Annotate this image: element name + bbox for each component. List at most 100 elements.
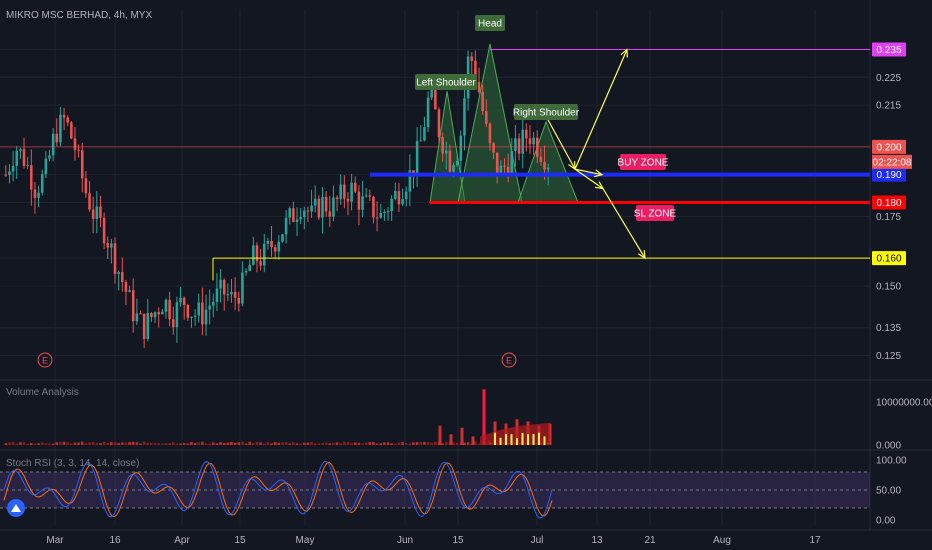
volume-highlight-bar [510,434,513,445]
volume-bar [452,442,455,445]
y-tick-label: 0.135 [876,323,901,334]
volume-bar [383,442,386,445]
candle-body [179,297,182,303]
volume-bar [299,443,302,445]
candle-body [495,152,499,177]
volume-bar [474,441,477,445]
volume-bar [317,443,321,445]
volume-bar [179,443,182,445]
volume-bar [419,442,423,445]
volume-bar [368,441,372,445]
y-tick-label: 0.175 [876,212,901,223]
candle-body [372,196,375,218]
candle-body [514,138,517,151]
volume-bar [426,442,430,445]
candle-body [62,114,66,118]
volume-bar [423,441,426,445]
volume-bar [277,442,281,445]
left-shoulder-label-box [415,74,477,90]
candle-body [171,319,175,328]
rsi-tick-label: 50.00 [876,486,901,497]
volume-bar [215,443,219,445]
candle-body [499,165,503,177]
candle-body [219,279,222,289]
volume-bar [244,443,248,445]
volume-pane-title: Volume Analysis [6,387,79,398]
volume-bar [466,442,470,445]
head-label-box [475,15,505,31]
volume-bar [303,442,306,445]
volume-bar [62,441,66,445]
volume-highlight-bar [538,432,540,445]
sl-zone-label: SL ZONE [634,209,677,220]
volume-bar [222,442,226,445]
volume-tick-label: 0.000 [876,441,901,452]
sl-zone-label-box [636,205,674,221]
arrow-to-buy-zone-2 [574,168,604,190]
volume-bar [91,442,95,445]
volume-bar [441,443,444,445]
candle-body [4,174,8,176]
volume-bar [212,442,215,445]
candle-body [157,312,160,315]
volume-bar [397,442,401,445]
volume-bar [226,442,230,445]
volume-bar [208,443,211,445]
candle-body [459,135,463,161]
volume-bar [99,443,102,445]
volume-bar [386,442,390,445]
candle-body [390,198,393,212]
stoch-rsi-pane[interactable]: 100.00 50.00 0.00 [0,456,907,527]
volume-bar [88,442,91,445]
candle-body [430,86,433,98]
volume-bar [102,441,106,445]
volume-bar [404,443,408,445]
volume-bar [357,442,361,445]
candle-body [444,150,448,154]
volume-bar [157,443,160,445]
buy-zone-label: BUY ZONE [618,158,669,169]
x-tick-label: Jul [531,535,544,546]
rsi-tick-label: 100.00 [876,456,907,467]
candle-body [295,219,299,222]
candle-body [441,136,444,154]
volume-bar [335,442,339,445]
candle-body [84,178,88,194]
volume-bar [477,443,481,445]
axes: 0.125 0.135 0.150 0.175 0.215 0.225 Mar 16 Apr 15… [0,73,932,550]
volume-bar [204,443,208,445]
candle-body [284,217,288,235]
price-levels: 0.235 0.200 0.190 0.180 0.160 02:22:08 [0,42,912,281]
candle-body [88,193,91,210]
volume-bar [219,442,222,445]
candle-body [77,149,80,151]
candle-body [437,109,441,137]
volume-bar [339,443,342,445]
volume-bar [44,443,48,445]
candle-body [175,302,179,328]
candle-body [230,291,233,295]
right-shoulder-label-box [514,104,578,120]
candle-body [48,155,51,159]
volume-bar [164,443,168,445]
y-tick-label: 0.215 [876,101,901,112]
candle-body [361,196,364,210]
volume-bar [313,443,317,445]
candle-body [30,165,33,190]
volume-bar [48,443,51,445]
volume-bar [121,442,124,445]
volume-bar [306,442,310,445]
volume-bar [332,442,335,445]
candle-body [510,150,514,176]
candle-body [375,217,379,219]
candle-body [255,245,259,262]
candle-body [415,141,419,175]
volume-pane[interactable]: 10000000.000 0.000 [4,389,932,452]
volume-bar [463,442,466,445]
candle-body [150,312,153,318]
volume-bar [273,441,277,445]
candle-body [546,167,550,170]
volume-bar [142,441,146,445]
candle-body [364,195,368,197]
